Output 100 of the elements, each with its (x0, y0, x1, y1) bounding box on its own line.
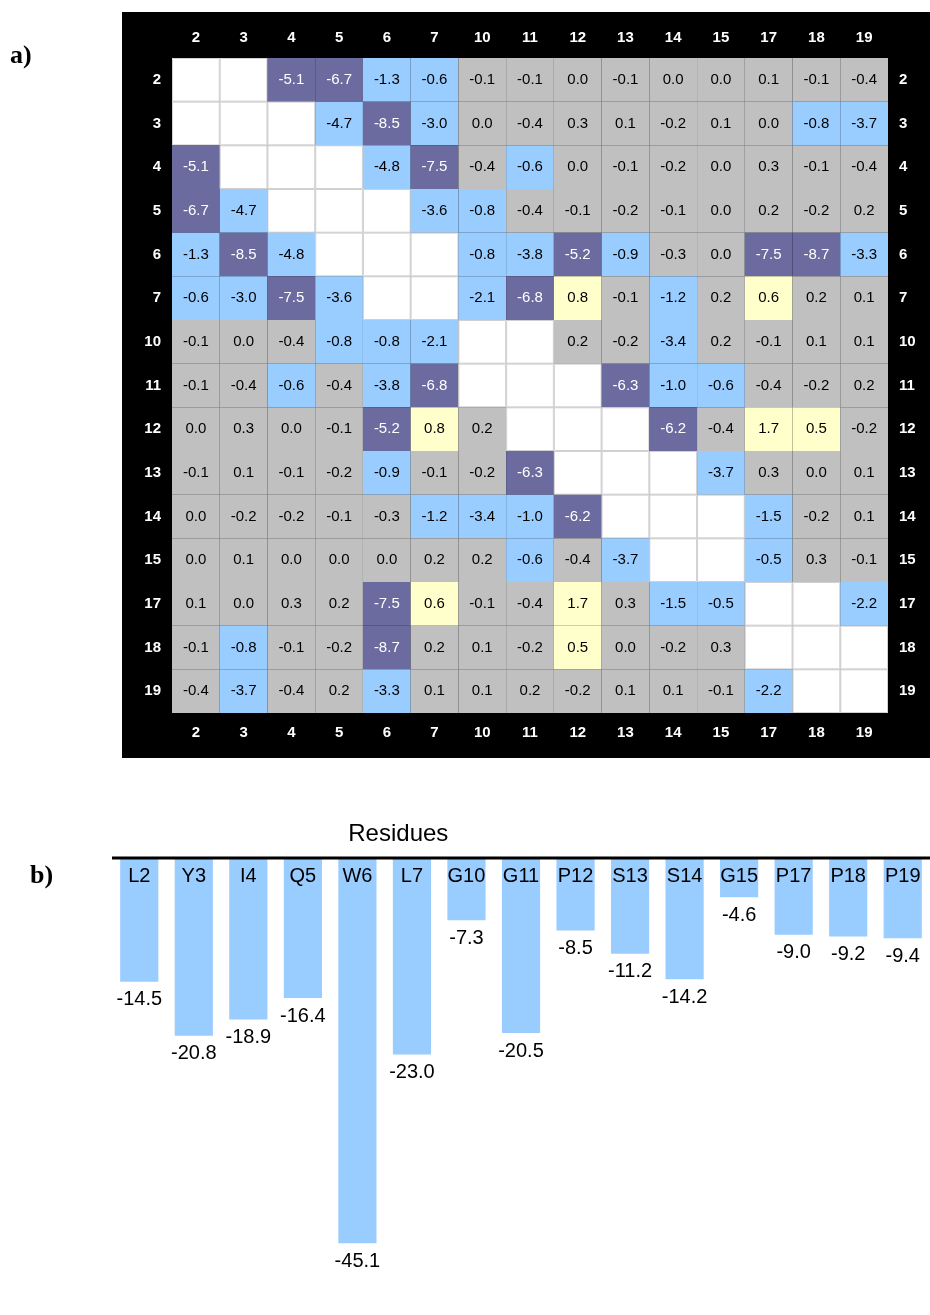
y2-tick-label: 12 (899, 419, 916, 437)
y2-tick-label: 17 (899, 593, 916, 611)
x-tick-label: W6 (342, 863, 373, 886)
data-label: 0.2 (328, 593, 350, 611)
data-label: 0.2 (758, 200, 780, 218)
data-label: 0.0 (328, 550, 350, 568)
data-label: -8.5 (230, 244, 257, 262)
data-label: -0.3 (660, 244, 687, 262)
data-label: -0.2 (803, 200, 830, 218)
data-label: 0.2 (424, 637, 445, 655)
data-label: -9.4 (885, 943, 920, 966)
data-label: -0.2 (660, 637, 687, 655)
data-label: -0.2 (469, 462, 496, 480)
data-label: 0.0 (710, 200, 732, 218)
x-tick-label: 18 (808, 723, 825, 741)
data-label: 0.1 (853, 331, 875, 349)
data-label: -7.5 (278, 288, 305, 306)
data-label: 0.1 (853, 288, 875, 306)
data-label: -0.1 (469, 593, 496, 611)
data-label: -0.1 (326, 419, 352, 437)
y2-tick-label: 11 (899, 375, 915, 393)
data-label: -1.2 (660, 288, 687, 306)
x-tick-label: I4 (239, 863, 257, 886)
data-label: -6.2 (564, 506, 591, 524)
x-tick-label: L7 (400, 863, 424, 886)
data-label: 0.3 (233, 419, 255, 437)
data-label: -0.2 (660, 113, 687, 131)
y-tick-label: 3 (152, 113, 161, 131)
data-label: -9.2 (830, 942, 866, 965)
data-label: -0.2 (660, 157, 687, 175)
data-label: -0.1 (421, 462, 448, 480)
data-label: -0.4 (564, 550, 591, 568)
data-label: -0.2 (803, 375, 830, 393)
y-tick-label: 13 (144, 462, 161, 480)
data-label: -0.1 (708, 681, 734, 699)
data-label: -3.7 (230, 681, 257, 699)
data-label: 0.1 (185, 593, 207, 611)
data-label: -0.4 (517, 593, 543, 611)
data-label: 0.2 (710, 288, 732, 306)
data-label: 0.0 (615, 637, 636, 655)
data-label: -9.0 (776, 940, 811, 963)
data-label: -18.9 (225, 1024, 272, 1047)
data-label: 0.2 (567, 331, 589, 349)
y-tick-label: 19 (144, 681, 161, 699)
data-label: -20.8 (171, 1041, 217, 1064)
data-label: 0.0 (471, 113, 493, 131)
x-tick-label: 11 (522, 723, 538, 741)
y-tick-label: 14 (144, 506, 162, 524)
data-label: -0.2 (230, 506, 257, 524)
data-label: -0.4 (708, 419, 734, 437)
data-label: -1.0 (660, 375, 687, 393)
y-tick-label: 17 (144, 593, 161, 611)
x-tick-label: 2 (191, 723, 201, 741)
data-label: 0.0 (280, 419, 302, 437)
data-label: 0.3 (758, 157, 780, 175)
data-label: -0.1 (182, 637, 209, 655)
data-label: -2.2 (755, 681, 782, 699)
data-label: -4.7 (326, 113, 352, 131)
x-tick-label: G10 (447, 863, 486, 886)
y2-tick-label: 10 (899, 331, 916, 349)
data-label: 0.0 (185, 506, 207, 524)
y-tick-label: 18 (144, 637, 161, 655)
data-label: -45.1 (334, 1248, 381, 1271)
data-label: 0.0 (710, 244, 732, 262)
category-label: 13 (617, 28, 634, 46)
data-label: -0.6 (517, 550, 543, 568)
y-tick-label: 2 (152, 69, 161, 87)
y2-tick-label: 13 (899, 462, 916, 480)
data-label: -3.7 (851, 113, 878, 131)
data-label: -0.8 (803, 113, 830, 131)
x-tick-label: 15 (712, 723, 730, 741)
category-label: 10 (473, 28, 491, 46)
data-label: 0.5 (567, 637, 589, 655)
data-label: -14.2 (661, 984, 708, 1007)
data-label: 0.0 (805, 462, 827, 480)
y-tick-label: 10 (144, 331, 161, 349)
x-tick-label: 5 (334, 723, 344, 741)
data-label: -1.2 (421, 506, 448, 524)
data-label: 0.2 (471, 550, 493, 568)
data-label: 0.2 (710, 331, 732, 349)
x-tick-label: 12 (569, 723, 587, 741)
x-tick-label: P18 (830, 863, 866, 886)
data-label: -0.4 (517, 200, 543, 218)
data-label: -7.5 (373, 593, 400, 611)
data-label: 0.1 (424, 681, 445, 699)
x-tick-label: P19 (884, 863, 921, 886)
data-label: -0.2 (278, 506, 305, 524)
data-label: -0.2 (326, 637, 352, 655)
data-label: -5.2 (564, 244, 591, 262)
category-label: 11 (522, 28, 538, 46)
y2-tick-label: 14 (899, 506, 917, 524)
data-label: -4.6 (721, 902, 757, 925)
data-label: -0.4 (326, 375, 352, 393)
data-label: 0.0 (233, 593, 255, 611)
data-label: -20.5 (498, 1038, 544, 1061)
data-label: 1.7 (758, 419, 780, 437)
data-label: -14.5 (116, 987, 163, 1010)
data-label: -0.2 (851, 419, 878, 437)
category-label: 4 (287, 28, 296, 46)
data-label: 0.0 (233, 331, 255, 349)
